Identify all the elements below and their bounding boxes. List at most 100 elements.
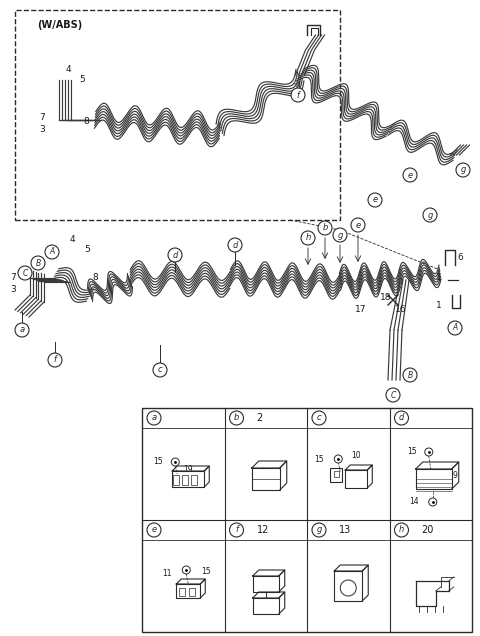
Circle shape <box>403 368 417 382</box>
Circle shape <box>31 256 45 270</box>
Bar <box>176 584 200 598</box>
Circle shape <box>318 221 332 235</box>
Circle shape <box>228 238 242 252</box>
Bar <box>253 576 279 592</box>
Bar <box>330 468 342 482</box>
Text: a: a <box>19 326 24 335</box>
Text: 7: 7 <box>10 273 16 282</box>
Text: 3: 3 <box>39 125 45 134</box>
Text: g: g <box>337 230 343 240</box>
Text: 4: 4 <box>65 66 71 74</box>
Text: A: A <box>49 247 55 256</box>
Circle shape <box>45 245 59 259</box>
Bar <box>345 470 367 488</box>
Circle shape <box>423 208 437 222</box>
Circle shape <box>312 411 326 425</box>
Text: 20: 20 <box>421 525 434 535</box>
Circle shape <box>340 580 356 596</box>
Text: e: e <box>372 195 378 205</box>
Text: d: d <box>172 251 178 259</box>
Text: 13: 13 <box>339 525 351 535</box>
Bar <box>173 475 179 485</box>
Text: g: g <box>316 525 322 534</box>
Text: a: a <box>151 413 156 422</box>
Text: 5: 5 <box>84 245 90 254</box>
Circle shape <box>15 323 29 337</box>
Text: d: d <box>399 413 404 422</box>
Text: g: g <box>460 165 466 174</box>
Bar <box>189 588 195 596</box>
Circle shape <box>368 193 382 207</box>
Bar <box>334 471 339 477</box>
Circle shape <box>403 168 417 182</box>
Bar <box>142 408 472 632</box>
Text: f: f <box>297 90 300 99</box>
Bar <box>191 475 197 485</box>
Circle shape <box>351 218 365 232</box>
Circle shape <box>386 388 400 402</box>
Text: 6: 6 <box>457 254 463 263</box>
Text: 10: 10 <box>351 452 361 460</box>
Text: 15: 15 <box>201 567 211 576</box>
Text: c: c <box>158 366 162 375</box>
Text: h: h <box>399 525 404 534</box>
Text: 12: 12 <box>256 525 269 535</box>
Text: g: g <box>427 211 432 219</box>
Text: 19: 19 <box>183 464 193 473</box>
Text: 1: 1 <box>436 300 442 310</box>
Text: 11: 11 <box>162 569 171 579</box>
Circle shape <box>229 523 243 537</box>
Text: 14: 14 <box>409 497 419 506</box>
Text: b: b <box>322 223 328 233</box>
Text: c: c <box>317 413 321 422</box>
Text: 8: 8 <box>92 273 98 282</box>
Circle shape <box>147 411 161 425</box>
Circle shape <box>153 363 167 377</box>
Bar <box>253 598 279 614</box>
Text: A: A <box>452 324 457 333</box>
Text: 7: 7 <box>39 113 45 123</box>
Circle shape <box>18 266 32 280</box>
Bar <box>182 475 188 485</box>
Text: 4: 4 <box>69 235 75 244</box>
Text: 9: 9 <box>453 471 457 481</box>
Bar <box>15 10 340 220</box>
Text: f: f <box>53 356 57 364</box>
Text: e: e <box>151 525 156 534</box>
Text: 5: 5 <box>79 76 85 85</box>
Text: 17: 17 <box>355 305 367 314</box>
Text: 16: 16 <box>395 305 407 314</box>
Text: 18: 18 <box>380 293 392 303</box>
Circle shape <box>171 458 179 466</box>
Text: 15: 15 <box>314 455 324 464</box>
Text: f: f <box>235 525 238 534</box>
Text: h: h <box>305 233 311 242</box>
Circle shape <box>395 523 408 537</box>
Circle shape <box>48 353 62 367</box>
Circle shape <box>425 448 433 456</box>
Circle shape <box>334 455 342 463</box>
Text: C: C <box>22 268 28 277</box>
Bar <box>416 469 452 489</box>
Circle shape <box>333 228 347 242</box>
Circle shape <box>168 248 182 262</box>
Circle shape <box>448 321 462 335</box>
Circle shape <box>395 411 408 425</box>
Circle shape <box>456 163 470 177</box>
Circle shape <box>312 523 326 537</box>
Text: e: e <box>408 170 413 179</box>
Bar <box>334 571 362 601</box>
Circle shape <box>429 498 437 506</box>
Text: B: B <box>36 258 41 268</box>
Circle shape <box>229 411 243 425</box>
Text: d: d <box>232 240 238 249</box>
Bar <box>179 588 185 596</box>
Text: B: B <box>408 371 413 380</box>
Text: 2: 2 <box>256 413 263 423</box>
Text: 1: 1 <box>436 273 442 282</box>
Text: b: b <box>234 413 239 422</box>
Circle shape <box>291 88 305 102</box>
Circle shape <box>301 231 315 245</box>
Circle shape <box>182 566 190 574</box>
Text: 15: 15 <box>154 457 163 466</box>
